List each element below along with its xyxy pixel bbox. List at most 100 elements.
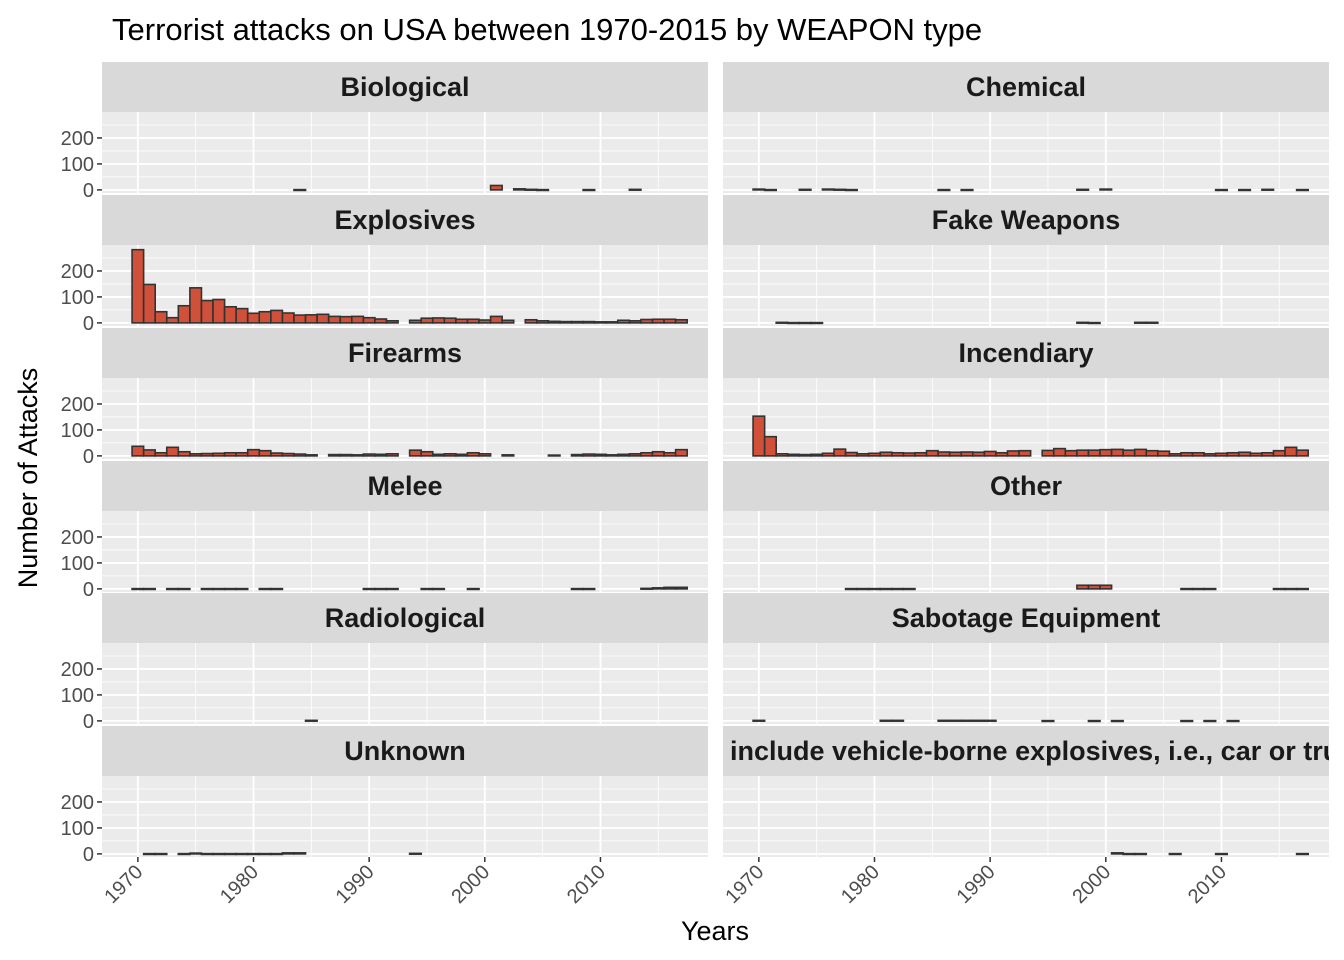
bar [810,453,824,457]
bar [1284,446,1298,457]
bar [879,587,893,591]
bar [536,188,550,192]
bar [154,852,168,856]
bar [293,314,307,324]
bar [200,452,214,457]
facet-strip [102,461,708,511]
facet-panel: Melee 0 100 200 [61,461,708,601]
y-tick-label: 200 [61,527,94,549]
bar [651,587,665,590]
bar [524,318,538,324]
bar [212,298,226,324]
bar [960,188,974,192]
x-tick-label: 2010 [563,861,610,908]
bar [1076,321,1090,324]
bar [1295,587,1309,591]
bar [223,451,237,457]
bar [1110,852,1124,855]
bar [293,453,307,457]
bar [466,451,480,457]
x-tick-label: 2010 [1184,861,1231,908]
panel-background [723,643,1329,724]
bar [640,318,654,324]
bar [1284,587,1298,591]
facet-strip [102,195,708,245]
bar [663,318,677,324]
bar [339,315,353,324]
bar [960,719,974,722]
bar [891,719,905,722]
facet-label: Biological [340,72,469,102]
bar [628,188,642,191]
bar [775,321,789,324]
bar [142,587,156,591]
bar [674,318,688,324]
bar [1272,587,1286,591]
x-axis-title: Years [681,916,749,946]
bar [131,587,145,591]
bar [879,719,893,722]
bar [844,188,858,192]
facet-panel: Sabotage Equipment [723,593,1329,724]
facet-panel: include vehicle-borne explosives, i.e., … [723,726,1329,857]
chart-title: Terrorist attacks on USA between 1970-20… [112,12,982,47]
bar [270,309,284,324]
bar [1249,452,1263,457]
bar [616,319,631,324]
bar [281,852,295,855]
x-tick-label: 1990 [953,861,1000,908]
bar [431,587,446,591]
bar [443,453,457,457]
bar [640,587,654,590]
bar [235,587,249,591]
bar [593,321,608,324]
bar [582,188,596,192]
bar [1180,719,1194,723]
bar [189,453,203,457]
bar [270,587,284,591]
facet-label: Melee [367,471,442,501]
bar [867,587,882,591]
facet-strip [102,726,708,776]
bar [489,315,503,324]
bar [200,852,214,856]
facet-panel: Firearms 0 100 200 [61,328,708,468]
bar [1272,449,1286,457]
bar [891,587,905,591]
panel-background [102,511,708,592]
bar [362,453,376,457]
bar [189,287,203,324]
y-axis-title: Number of Attacks [13,368,43,589]
bar [914,451,928,457]
facet-panel: Incendiary [723,328,1329,459]
bar [177,587,191,591]
bar [582,453,596,457]
bar [431,453,446,457]
bar [752,415,766,457]
bar [489,184,503,191]
bar [798,321,812,325]
bar [674,448,688,457]
bar [798,188,812,191]
bar [810,321,824,325]
bar [651,318,665,324]
y-tick-label: 0 [83,180,94,202]
bar [165,587,180,591]
bar [351,315,365,324]
bar [1099,188,1113,191]
bar [189,852,203,855]
bar [246,852,261,856]
bar [547,454,561,457]
bar [385,453,399,457]
y-tick-label: 200 [61,659,94,681]
bar [512,188,527,191]
panel-background [102,643,708,724]
bar [1018,449,1032,457]
panel-background [102,378,708,459]
facet-panel: Unknown 0 100 200 [61,726,708,866]
x-axes: 1970 1980 1990 2000 2010 1970 1980 1990 2000 2010 [100,857,1231,908]
bar [1261,451,1275,457]
facet-strip [723,593,1329,643]
bar [270,452,284,457]
